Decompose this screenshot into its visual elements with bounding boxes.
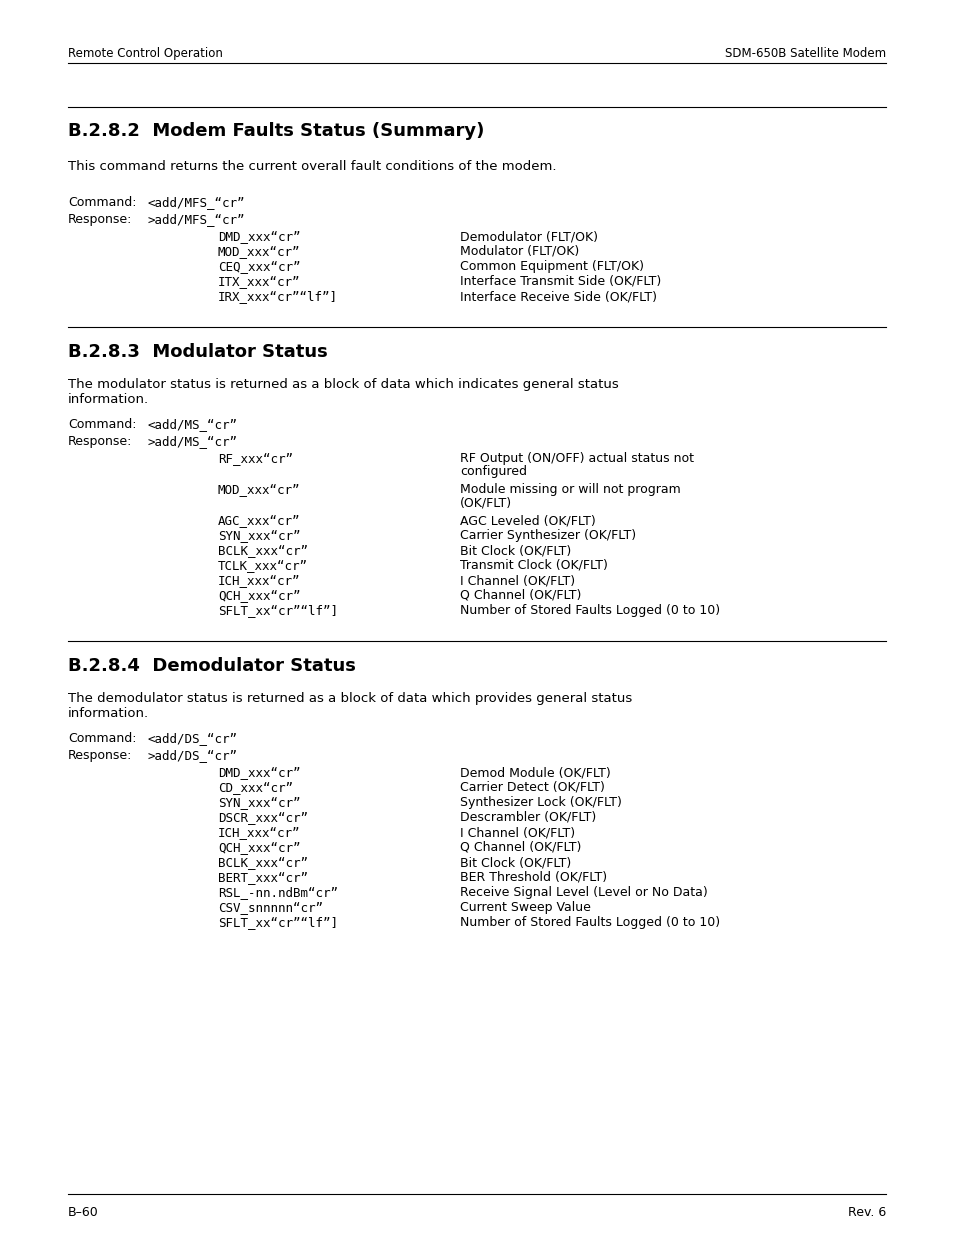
Text: Number of Stored Faults Logged (0 to 10): Number of Stored Faults Logged (0 to 10) [459, 916, 720, 929]
Text: Current Sweep Value: Current Sweep Value [459, 902, 590, 914]
Text: >add/MFS_“cr”: >add/MFS_“cr” [148, 212, 245, 226]
Text: >add/DS_“cr”: >add/DS_“cr” [148, 748, 237, 762]
Text: MOD_xxx“cr”: MOD_xxx“cr” [218, 245, 300, 258]
Text: I Channel (OK/FLT): I Channel (OK/FLT) [459, 826, 575, 839]
Text: This command returns the current overall fault conditions of the modem.: This command returns the current overall… [68, 161, 556, 173]
Text: Q Channel (OK/FLT): Q Channel (OK/FLT) [459, 841, 580, 853]
Text: BCLK_xxx“cr”: BCLK_xxx“cr” [218, 856, 308, 869]
Text: IRX_xxx“cr”“lf”]: IRX_xxx“cr”“lf”] [218, 290, 337, 303]
Text: Bit Clock (OK/FLT): Bit Clock (OK/FLT) [459, 543, 571, 557]
Text: B.2.8.2  Modem Faults Status (Summary): B.2.8.2 Modem Faults Status (Summary) [68, 122, 484, 140]
Text: RSL_-nn.ndBm“cr”: RSL_-nn.ndBm“cr” [218, 885, 337, 899]
Text: Carrier Detect (OK/FLT): Carrier Detect (OK/FLT) [459, 781, 604, 794]
Text: B.2.8.3  Modulator Status: B.2.8.3 Modulator Status [68, 343, 328, 361]
Text: CD_xxx“cr”: CD_xxx“cr” [218, 781, 293, 794]
Text: AGC Leveled (OK/FLT): AGC Leveled (OK/FLT) [459, 514, 595, 527]
Text: QCH_xxx“cr”: QCH_xxx“cr” [218, 841, 300, 853]
Text: Receive Signal Level (Level or No Data): Receive Signal Level (Level or No Data) [459, 885, 707, 899]
Text: BERT_xxx“cr”: BERT_xxx“cr” [218, 871, 308, 884]
Text: CEQ_xxx“cr”: CEQ_xxx“cr” [218, 261, 300, 273]
Text: >add/MS_“cr”: >add/MS_“cr” [148, 435, 237, 448]
Text: Descrambler (OK/FLT): Descrambler (OK/FLT) [459, 811, 596, 824]
Text: QCH_xxx“cr”: QCH_xxx“cr” [218, 589, 300, 601]
Text: Synthesizer Lock (OK/FLT): Synthesizer Lock (OK/FLT) [459, 797, 621, 809]
Text: The demodulator status is returned as a block of data which provides general sta: The demodulator status is returned as a … [68, 692, 632, 720]
Text: ITX_xxx“cr”: ITX_xxx“cr” [218, 275, 300, 288]
Text: Interface Transmit Side (OK/FLT): Interface Transmit Side (OK/FLT) [459, 275, 660, 288]
Text: (OK/FLT): (OK/FLT) [459, 496, 512, 509]
Text: <add/DS_“cr”: <add/DS_“cr” [148, 732, 237, 745]
Text: Response:: Response: [68, 435, 132, 448]
Text: Interface Receive Side (OK/FLT): Interface Receive Side (OK/FLT) [459, 290, 657, 303]
Text: TCLK_xxx“cr”: TCLK_xxx“cr” [218, 559, 308, 572]
Text: B–60: B–60 [68, 1207, 99, 1219]
Text: <add/MFS_“cr”: <add/MFS_“cr” [148, 196, 245, 209]
Text: AGC_xxx“cr”: AGC_xxx“cr” [218, 514, 300, 527]
Text: BCLK_xxx“cr”: BCLK_xxx“cr” [218, 543, 308, 557]
Text: RF_xxx“cr”: RF_xxx“cr” [218, 452, 293, 466]
Text: <add/MS_“cr”: <add/MS_“cr” [148, 417, 237, 431]
Text: Module missing or will not program: Module missing or will not program [459, 483, 680, 496]
Text: Demod Module (OK/FLT): Demod Module (OK/FLT) [459, 766, 610, 779]
Text: SFLT_xx“cr”“lf”]: SFLT_xx“cr”“lf”] [218, 916, 337, 929]
Text: Command:: Command: [68, 417, 136, 431]
Text: Common Equipment (FLT/OK): Common Equipment (FLT/OK) [459, 261, 643, 273]
Text: ICH_xxx“cr”: ICH_xxx“cr” [218, 574, 300, 587]
Text: Response:: Response: [68, 748, 132, 762]
Text: SFLT_xx“cr”“lf”]: SFLT_xx“cr”“lf”] [218, 604, 337, 618]
Text: Command:: Command: [68, 196, 136, 209]
Text: Demodulator (FLT/OK): Demodulator (FLT/OK) [459, 230, 598, 243]
Text: configured: configured [459, 466, 526, 478]
Text: Remote Control Operation: Remote Control Operation [68, 47, 223, 61]
Text: Transmit Clock (OK/FLT): Transmit Clock (OK/FLT) [459, 559, 607, 572]
Text: Response:: Response: [68, 212, 132, 226]
Text: Number of Stored Faults Logged (0 to 10): Number of Stored Faults Logged (0 to 10) [459, 604, 720, 618]
Text: RF Output (ON/OFF) actual status not: RF Output (ON/OFF) actual status not [459, 452, 693, 466]
Text: DMD_xxx“cr”: DMD_xxx“cr” [218, 230, 300, 243]
Text: Carrier Synthesizer (OK/FLT): Carrier Synthesizer (OK/FLT) [459, 529, 636, 542]
Text: B.2.8.4  Demodulator Status: B.2.8.4 Demodulator Status [68, 657, 355, 676]
Text: I Channel (OK/FLT): I Channel (OK/FLT) [459, 574, 575, 587]
Text: Bit Clock (OK/FLT): Bit Clock (OK/FLT) [459, 856, 571, 869]
Text: Modulator (FLT/OK): Modulator (FLT/OK) [459, 245, 578, 258]
Text: ICH_xxx“cr”: ICH_xxx“cr” [218, 826, 300, 839]
Text: The modulator status is returned as a block of data which indicates general stat: The modulator status is returned as a bl… [68, 378, 618, 406]
Text: Q Channel (OK/FLT): Q Channel (OK/FLT) [459, 589, 580, 601]
Text: DMD_xxx“cr”: DMD_xxx“cr” [218, 766, 300, 779]
Text: MOD_xxx“cr”: MOD_xxx“cr” [218, 483, 300, 496]
Text: Command:: Command: [68, 732, 136, 745]
Text: CSV_snnnnn“cr”: CSV_snnnnn“cr” [218, 902, 323, 914]
Text: SYN_xxx“cr”: SYN_xxx“cr” [218, 529, 300, 542]
Text: BER Threshold (OK/FLT): BER Threshold (OK/FLT) [459, 871, 606, 884]
Text: SDM-650B Satellite Modem: SDM-650B Satellite Modem [724, 47, 885, 61]
Text: Rev. 6: Rev. 6 [847, 1207, 885, 1219]
Text: SYN_xxx“cr”: SYN_xxx“cr” [218, 797, 300, 809]
Text: DSCR_xxx“cr”: DSCR_xxx“cr” [218, 811, 308, 824]
